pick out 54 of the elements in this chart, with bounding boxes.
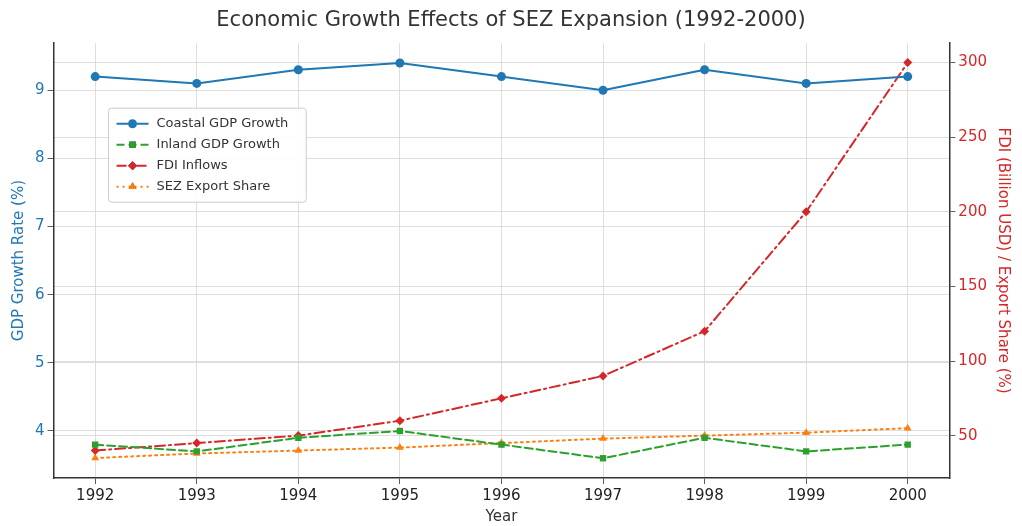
chart-title: Economic Growth Effects of SEZ Expansion (1992-2000) [216,7,806,32]
y2-tick-label: 100 [958,350,988,369]
point [90,72,100,82]
point [496,393,506,403]
x-tick-label: 1995 [380,485,419,504]
y-tick-label: 9 [35,80,45,99]
point [395,416,405,426]
x-tick-label: 1992 [76,485,115,504]
y-axis-title: GDP Growth Rate (%) [8,180,27,342]
point [904,441,911,448]
point [700,326,710,336]
y2-tick-label: 300 [958,52,988,71]
y2-tick-label: 250 [958,127,988,146]
y2-tick-label: 150 [958,276,988,295]
point [903,58,913,68]
y2-tick-label: 50 [958,425,978,444]
y-tick-label: 4 [35,420,45,439]
point [92,441,99,448]
y2-tick-label: 200 [958,201,988,220]
y-tick-label: 6 [35,284,45,303]
x-tick-label: 1996 [482,485,521,504]
point [802,428,811,435]
x-tick-label: 1997 [583,485,623,504]
legend-label: Inland GDP Growth [156,136,280,152]
point [801,207,811,217]
x-axis-title: Year [484,506,519,525]
x-tick-label: 1993 [177,485,216,504]
x-tick-label: 2000 [888,485,927,504]
point [192,78,202,88]
point [801,78,811,88]
legend-label: Coastal GDP Growth [156,115,289,131]
point [90,446,100,456]
legend-label: FDI Inflows [156,157,228,173]
point [496,72,506,82]
point [599,434,607,441]
point [598,85,608,95]
y-tick-label: 7 [35,216,45,235]
y-tick-label: 8 [35,148,45,167]
point [395,58,405,68]
y2-axis-title: FDI (Billion USD) / Export Share (%) [995,127,1014,394]
legend-label: SEZ Export Share [156,178,271,194]
point [395,443,404,450]
point [192,438,202,448]
x-tick-label: 1994 [279,485,318,504]
point [903,72,913,82]
point [903,423,912,431]
point [598,371,608,381]
x-tick-label: 1998 [685,485,724,504]
point [700,65,710,75]
point [294,446,303,453]
point [802,448,810,455]
point [293,65,303,75]
y-tick-label: 5 [35,352,45,371]
x-tick-label: 1999 [787,485,826,504]
